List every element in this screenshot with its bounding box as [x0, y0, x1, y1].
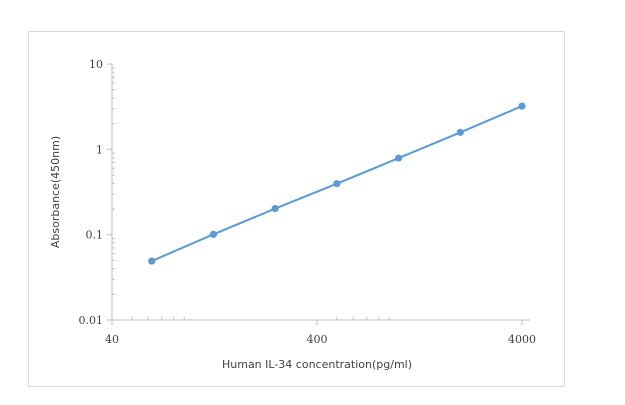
data-point — [456, 128, 464, 136]
x-tick-label: 40 — [105, 333, 119, 346]
x-tick-label: 400 — [307, 333, 328, 346]
data-point — [333, 180, 341, 188]
data-point — [271, 205, 279, 213]
data-point — [148, 257, 156, 265]
axes — [111, 64, 530, 321]
y-axis-title: Absorbance(450nm) — [49, 136, 62, 248]
y-tick-label: 0.01 — [79, 314, 104, 327]
x-axis-title: Human IL-34 concentration(pg/ml) — [222, 358, 412, 371]
ticks — [107, 63, 523, 325]
tick-labels: 0.01 0.1 1 10 40 400 4000 — [79, 58, 537, 346]
y-tick-label: 1 — [96, 143, 103, 156]
series — [148, 102, 526, 265]
data-point — [394, 154, 403, 162]
data-point — [209, 230, 218, 238]
x-tick-label: 4000 — [508, 333, 536, 346]
y-tick-label: 10 — [89, 58, 103, 71]
data-point — [518, 102, 526, 110]
y-tick-label: 0.1 — [86, 229, 104, 242]
chart-frame — [28, 31, 565, 387]
